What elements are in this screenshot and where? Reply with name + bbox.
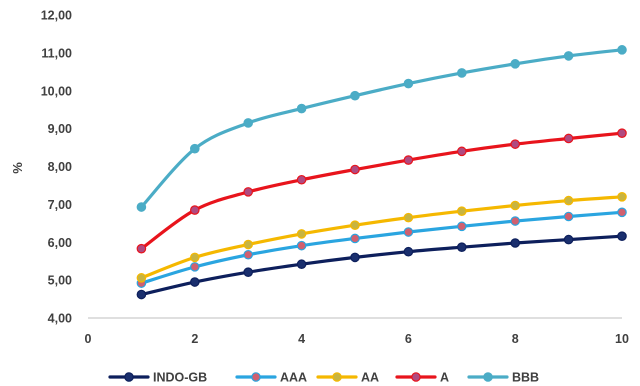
data-point-a [617,128,627,138]
data-point-a [403,155,414,165]
y-tick-label: 6,00 [48,236,72,250]
data-point-bbb [510,59,520,69]
data-point-bbb [403,78,414,89]
data-point-aaa [510,216,520,226]
legend-label-aaa: AAA [280,371,307,385]
legend-marker-indo-gb [124,372,134,382]
series-line-bbb [139,48,624,209]
data-point-aa [296,229,307,239]
data-point-indo-gb [617,231,627,241]
data-point-aa [563,195,574,206]
data-point-indo-gb [190,277,200,287]
data-point-aaa [563,211,574,222]
data-point-a [456,146,467,157]
x-tick-label: 0 [85,332,92,346]
data-point-indo-gb [296,259,307,270]
legend-label-bbb: BBB [512,371,539,385]
data-point-a [510,139,520,149]
data-point-bbb [190,143,200,154]
y-axis-title: % [10,162,25,174]
legend-marker-aa [332,372,342,382]
data-point-bbb [350,90,360,101]
data-point-aa [350,220,360,231]
y-tick-label: 11,00 [41,46,72,60]
data-point-aa [136,273,147,283]
data-point-a [296,174,307,185]
data-point-a [136,243,147,254]
x-tick-label: 6 [405,332,412,346]
data-point-aaa [403,227,414,237]
data-point-aa [617,192,627,202]
y-tick-label: 12,00 [41,9,72,23]
data-point-indo-gb [403,246,414,257]
data-point-aa [243,239,253,250]
data-point-aaa [456,221,467,232]
y-tick-label: 7,00 [48,198,72,212]
legend-marker-bbb [483,372,493,382]
data-point-bbb [456,68,467,78]
data-point-a [190,205,200,215]
data-point-a [563,133,574,144]
x-tick-label: 10 [615,332,629,346]
y-tick-label: 4,00 [48,312,72,326]
data-point-bbb [243,118,253,128]
legend-label-indo-gb: INDO-GB [153,371,207,385]
x-tick-label: 2 [191,332,198,346]
data-point-aa [456,206,467,216]
data-point-aa [190,252,200,263]
legend-marker-aaa [251,372,261,382]
x-tick-label: 8 [512,332,519,346]
y-tick-label: 5,00 [48,274,72,288]
data-point-indo-gb [243,267,253,277]
x-tick-label: 4 [298,332,305,346]
data-point-aaa [190,262,200,272]
data-point-bbb [296,103,307,114]
y-tick-label: 10,00 [41,84,72,98]
series-line-indo-gb [139,234,624,297]
data-point-aa [510,200,520,211]
legend-label-a: A [440,371,449,385]
data-point-bbb [136,202,147,212]
legend-label-aa: AA [361,371,379,385]
data-point-a [350,164,360,175]
data-point-indo-gb [456,242,467,252]
series-line-a [139,131,624,251]
series-line-aaa [139,210,624,285]
data-point-indo-gb [350,252,360,263]
legend-marker-a [411,372,421,382]
series-line-aa [139,195,624,280]
y-tick-label: 9,00 [48,122,72,136]
data-point-indo-gb [136,289,147,300]
data-point-aa [403,212,414,223]
data-point-indo-gb [510,238,520,248]
data-point-aaa [296,240,307,251]
data-point-bbb [617,45,627,55]
data-point-bbb [563,51,574,61]
data-point-aaa [243,249,253,260]
data-point-indo-gb [563,234,574,245]
data-point-aaa [617,207,627,218]
y-tick-label: 8,00 [48,160,72,174]
data-point-aaa [350,233,360,244]
data-point-a [243,187,253,197]
